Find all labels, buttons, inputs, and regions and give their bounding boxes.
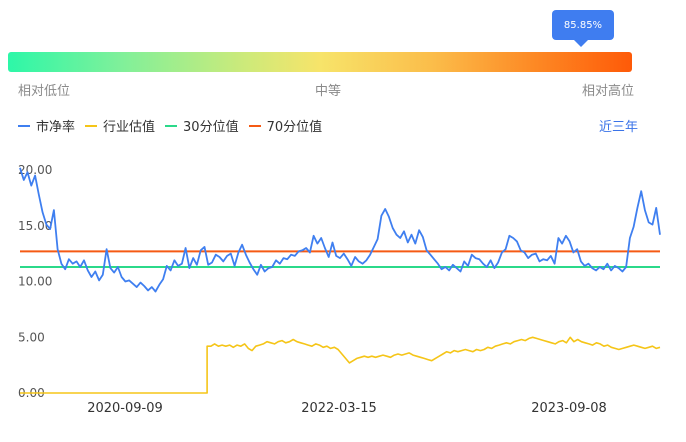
gauge-high-label: 相对高位 [582, 84, 635, 99]
y-tick-label: 5.00 [18, 330, 45, 344]
y-tick-label: 10.00 [18, 275, 52, 289]
legend-label-p70: 70分位值 [266, 120, 323, 135]
legend-swatch-industry [85, 124, 98, 127]
legend-item-p70[interactable]: 70分位值 [248, 116, 323, 135]
series-line-0 [19, 167, 661, 293]
gauge-mid-label: 中等 [315, 84, 342, 99]
x-tick-label: 2023-09-08 [531, 401, 607, 416]
percentile-tooltip: 85.85% [552, 10, 614, 47]
series-line-1 [20, 336, 661, 394]
gauge-low-label: 相对低位 [18, 84, 71, 99]
legend-label-industry: 行业估值 [103, 120, 156, 135]
y-tick-label: 15.00 [18, 219, 52, 233]
legend-swatch-p30 [165, 124, 178, 127]
legend-item-p30[interactable]: 30分位值 [165, 116, 239, 135]
legend-label-pb: 市净率 [36, 120, 76, 135]
legend-swatch-p70 [248, 124, 261, 127]
valuation-gauge-bar [8, 52, 632, 72]
legend-item-pb[interactable]: 市净率 [18, 116, 75, 135]
percentile-value: 85.85% [563, 19, 603, 31]
legend-label-p30: 30分位值 [183, 120, 239, 135]
legend-swatch-pb [18, 124, 30, 127]
legend-item-industry[interactable]: 行业估值 [85, 116, 155, 135]
x-tick-label: 2022-03-15 [301, 401, 377, 416]
chart-legend: 市净率 行业估值 30分位值 70分位值 [18, 116, 332, 135]
time-range-selector[interactable]: 近三年 [599, 120, 639, 135]
x-tick-label: 2020-09-09 [87, 401, 163, 416]
